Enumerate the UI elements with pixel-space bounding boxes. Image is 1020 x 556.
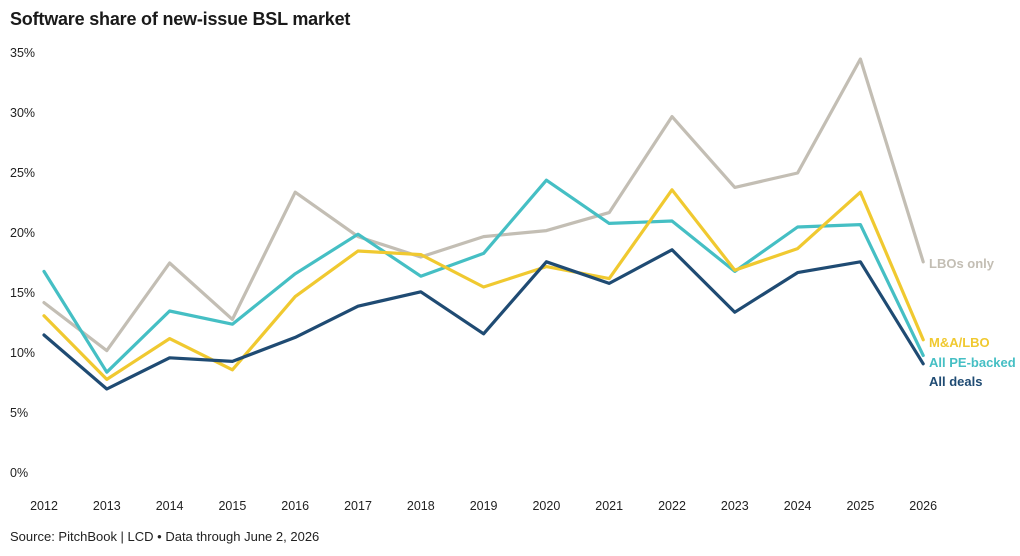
series-label: LBOs only [929, 256, 995, 271]
y-tick-label: 10% [10, 346, 35, 360]
x-tick-label: 2013 [93, 499, 121, 513]
x-tick-label: 2020 [532, 499, 560, 513]
y-tick-label: 20% [10, 226, 35, 240]
series-label: M&A/LBO [929, 335, 990, 350]
x-tick-label: 2021 [595, 499, 623, 513]
series-line [42, 178, 925, 374]
series-label: All PE-backed [929, 355, 1016, 370]
series-line [42, 188, 925, 381]
source-note: Source: PitchBook | LCD • Data through J… [10, 529, 320, 544]
series-line [42, 57, 925, 353]
x-tick-label: 2023 [721, 499, 749, 513]
x-tick-label: 2017 [344, 499, 372, 513]
x-tick-label: 2015 [218, 499, 246, 513]
series-labels: LBOs only All PE-backed M&A/LBO All deals [929, 256, 1016, 389]
x-tick-label: 2014 [156, 499, 184, 513]
y-tick-label: 35% [10, 46, 35, 60]
y-tick-label: 15% [10, 286, 35, 300]
series-label: All deals [929, 374, 982, 389]
x-tick-label: 2016 [281, 499, 309, 513]
series-line [42, 248, 925, 391]
x-tick-label: 2012 [30, 499, 58, 513]
x-axis-ticks: 2012 2013 2014 2015 2016 2017 2018 2019 2020 2021… [30, 499, 937, 513]
y-axis-ticks: 0% 5% 10% 15% 20% 25% 30% 35% [10, 46, 35, 480]
chart-title: Software share of new-issue BSL market [10, 9, 351, 29]
y-tick-label: 5% [10, 406, 28, 420]
x-tick-label: 2025 [846, 499, 874, 513]
x-tick-label: 2026 [909, 499, 937, 513]
y-tick-label: 0% [10, 466, 28, 480]
y-tick-label: 25% [10, 166, 35, 180]
x-tick-label: 2019 [470, 499, 498, 513]
y-tick-label: 30% [10, 106, 35, 120]
series-lines [42, 57, 925, 391]
x-tick-label: 2024 [784, 499, 812, 513]
x-tick-label: 2022 [658, 499, 686, 513]
x-tick-label: 2018 [407, 499, 435, 513]
